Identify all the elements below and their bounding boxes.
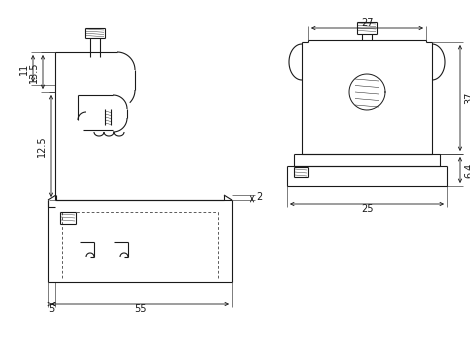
Text: 13.5: 13.5: [29, 61, 39, 83]
Text: 25: 25: [361, 204, 373, 214]
Text: 27: 27: [361, 18, 373, 28]
Text: 6.4: 6.4: [464, 162, 470, 178]
Text: 5: 5: [48, 304, 55, 314]
Text: 2: 2: [256, 193, 262, 202]
Text: 12.5: 12.5: [37, 135, 47, 157]
Text: 55: 55: [134, 304, 146, 314]
Text: 11: 11: [19, 62, 29, 75]
Text: 37: 37: [464, 92, 470, 104]
